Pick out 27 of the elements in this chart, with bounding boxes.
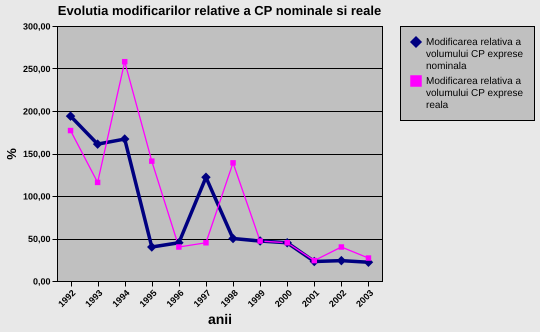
chart-title: Evolutia modificarilor relative a CP nominale si reale [58, 3, 382, 18]
point [66, 111, 76, 121]
y-tick-label: 50,00 [28, 234, 50, 244]
y-axis-title: % [4, 148, 19, 160]
point [336, 256, 346, 266]
y-tick-label: 300,00 [22, 22, 50, 32]
point [203, 240, 209, 246]
y-tick-label: 250,00 [22, 64, 50, 74]
point [68, 128, 74, 134]
point [147, 242, 157, 252]
x-axis-title: anii [208, 311, 232, 328]
y-tick-label: 100,00 [22, 192, 50, 202]
y-tick-label: 150,00 [22, 149, 50, 159]
point [176, 244, 182, 250]
y-tick-label: 200,00 [22, 106, 50, 116]
y-tick-label: 0,00 [32, 276, 50, 286]
legend-label: Modificarea relativa a volumului CP exprese nominala [426, 37, 524, 72]
point [230, 160, 236, 166]
point [149, 158, 155, 164]
point [338, 244, 344, 250]
point [122, 58, 128, 64]
point [120, 134, 130, 144]
point [94, 180, 100, 186]
point [366, 255, 372, 261]
point [228, 234, 238, 244]
point [92, 139, 102, 149]
legend-label: Modificarea relativa a volumului CP exprese reala [426, 76, 524, 111]
